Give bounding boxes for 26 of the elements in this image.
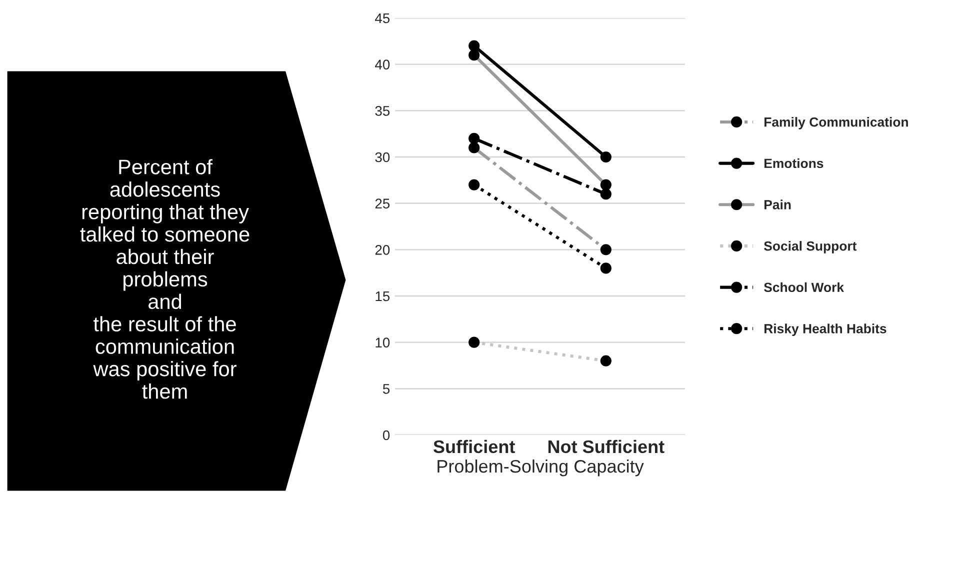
legend-label: Pain [764,200,791,210]
text: Percent of adolescents reporting that they talked to someone about their problems and the result of the communication was positive for them [80,159,250,399]
point [468,179,480,190]
point [600,262,612,274]
y-tick-label: 10 [376,338,390,348]
y-tick-label: 40 [375,60,390,70]
y-tick-label: 25 [375,198,390,209]
x-axis-title: Problem-Solving Capacity [438,459,644,476]
point [600,188,612,200]
y-tick-label: 20 [375,245,390,255]
point [468,40,480,52]
point [468,132,480,144]
legend-label: Emotions [764,158,824,168]
y-tick-label: 15 [376,291,390,302]
legend-label: Risky Health Habits [764,324,886,336]
legend-label: Family Communication [764,117,908,130]
legend-label: School Work [764,282,844,292]
x-tick-label: Sufficient [433,440,515,454]
y-tick-label: 45 [375,13,390,24]
point [600,151,612,163]
x-tick-label: Not Sufficient [548,440,664,454]
y-tick-label: 30 [375,152,390,162]
y-tick-label: 35 [375,106,390,116]
legend-label: Social Support [764,241,857,254]
y-tick-label: 0 [382,430,390,440]
y-tick-label: 5 [382,384,390,394]
